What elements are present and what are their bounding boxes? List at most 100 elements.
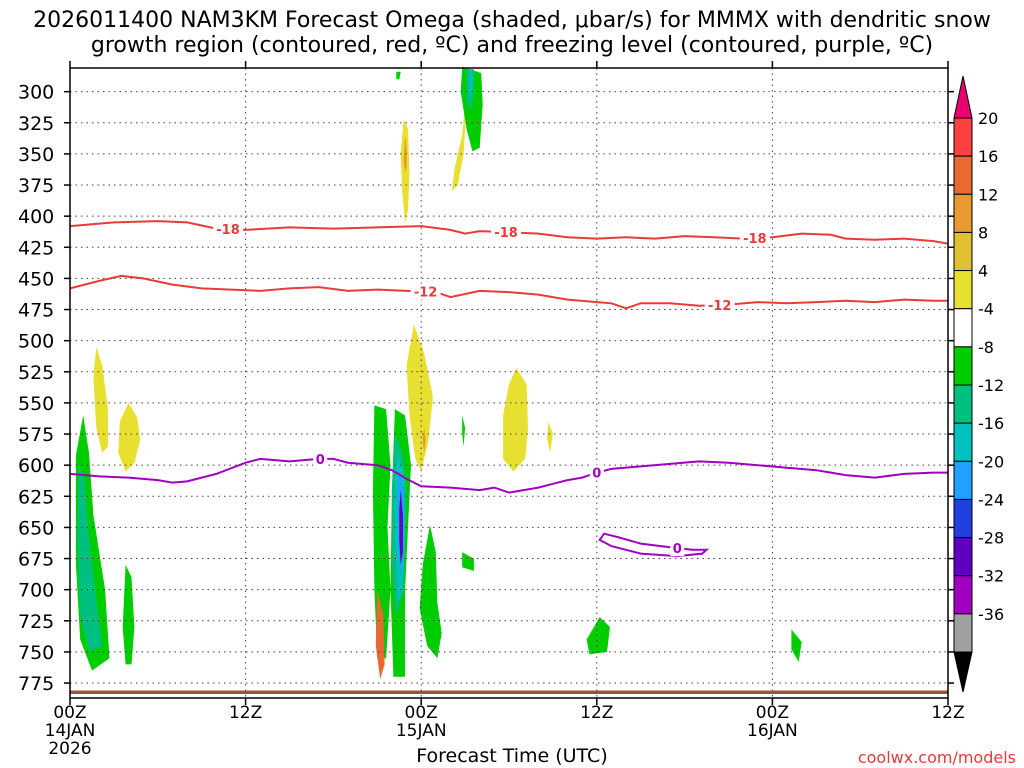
colorbar-box (953, 537, 973, 577)
colorbar-box (953, 575, 973, 615)
x-tick-year-label: 2026 (48, 739, 91, 759)
y-tick-label: 325 (18, 113, 54, 135)
omega-region-4 (406, 324, 433, 472)
colorbar-box (953, 308, 973, 348)
y-tick-label: 700 (18, 580, 54, 602)
plot-frame (69, 67, 949, 699)
credit-text: coolwx.com/models (857, 748, 1016, 767)
x-tick-label: 12Z (229, 703, 262, 723)
omega-region-17 (791, 629, 802, 662)
y-tick-label: 300 (18, 82, 54, 104)
y-tick-label: 650 (18, 517, 54, 539)
chart-subtitle: growth region (contoured, red, ºC) and f… (90, 33, 934, 58)
contour-label-bg (739, 230, 770, 247)
contour-2 (69, 457, 948, 494)
omega-region-1 (118, 402, 141, 472)
omega-region-3 (451, 104, 466, 192)
x-tick-date-label: 15JAN (396, 721, 447, 741)
omega-region-19 (396, 71, 401, 80)
colorbar-label: -4 (978, 300, 994, 319)
colorbar-box (953, 460, 973, 500)
y-tick-label: 500 (18, 331, 54, 353)
omega-region-8 (547, 421, 553, 453)
y-tick-label: 775 (18, 673, 54, 695)
contour-label-bg (410, 283, 441, 300)
y-tick-label: 750 (18, 642, 54, 664)
gridlines (70, 68, 948, 698)
colorbar-box (953, 193, 973, 233)
y-tick-label: 525 (18, 362, 54, 384)
x-tick-label: 00Z (756, 703, 789, 723)
colorbar-box (953, 384, 973, 424)
omega-region-15 (462, 552, 474, 571)
y-tick-label: 600 (18, 455, 54, 477)
colorbar-label: -12 (978, 376, 1004, 395)
y-tick-label: 475 (18, 300, 54, 322)
contour-label-bg (704, 296, 735, 313)
colorbar-top-arrow (953, 75, 973, 119)
omega-regions (75, 66, 802, 680)
x-tick-label: 00Z (53, 703, 86, 723)
contour-label-bg (213, 221, 244, 238)
omega-region-20 (77, 465, 103, 652)
colorbar-label: -36 (978, 605, 1004, 624)
contour-label: -12 (414, 286, 438, 301)
colorbar-label: 12 (978, 185, 998, 204)
colorbar-label: 8 (978, 223, 988, 242)
y-tick-label: 575 (18, 424, 54, 446)
contour-label: 0 (316, 453, 325, 468)
colorbar-label: -20 (978, 452, 1004, 471)
colorbar-box (953, 346, 973, 386)
y-tick-label: 625 (18, 486, 54, 508)
contour-label-bg (491, 224, 522, 241)
x-tick-label: 00Z (405, 703, 438, 723)
contour-label-bg (670, 540, 685, 557)
y-tick-label: 350 (18, 144, 54, 166)
colorbar-box (953, 498, 973, 539)
y-tick-label: 375 (18, 175, 54, 197)
y-tick-label: 400 (18, 206, 54, 228)
chart-title: 2026011400 NAM3KM Forecast Omega (shaded… (33, 8, 991, 33)
contour-label: 0 (592, 467, 601, 482)
omega-region-0 (93, 346, 108, 453)
y-tick-label: 675 (18, 549, 54, 571)
contour-label: 0 (673, 542, 682, 557)
colorbar-label: -16 (978, 414, 1004, 433)
y-axis: 300 325 350 375 400 425 450 475 500 525 550 575 600 6… (18, 82, 954, 695)
contour-label-bg (589, 464, 604, 481)
omega-region-5 (503, 368, 528, 472)
contour-label-bg (313, 450, 328, 467)
omega-region-6 (403, 135, 407, 173)
colorbar-label: -24 (978, 490, 1004, 509)
contour-label: -12 (708, 299, 732, 314)
colorbar-box (953, 613, 973, 653)
omega-region-16 (586, 617, 610, 655)
colorbar: 20 16 12 8 4 -4 -8 -12 -16 -20 -24 -28 -32 -36 (953, 75, 1004, 693)
contour-3 (598, 532, 710, 558)
y-tick-label: 550 (18, 393, 54, 415)
omega-region-27 (375, 589, 385, 680)
colorbar-label: 16 (978, 147, 998, 166)
colorbar-label: 4 (978, 262, 988, 281)
surface-band (70, 690, 948, 694)
colorbar-box (953, 117, 973, 157)
contours: -18 -18 -18 -12 -12 0 0 0 (69, 220, 949, 558)
x-tick-label: 12Z (580, 703, 613, 723)
colorbar-box (953, 155, 973, 195)
colorbar-label: -32 (978, 567, 1004, 586)
contour-1 (69, 274, 948, 310)
y-tick-label: 725 (18, 611, 54, 633)
x-tick-label: 12Z (931, 703, 964, 723)
omega-region-18 (462, 415, 466, 447)
x-tick-date-label: 14JAN (45, 721, 96, 741)
omega-region-10 (122, 564, 135, 665)
y-tick-label: 450 (18, 268, 54, 290)
omega-region-14 (460, 66, 483, 152)
x-axis-title: Forecast Time (UTC) (416, 745, 608, 767)
colorbar-label: -28 (978, 529, 1004, 548)
colorbar-bottom-arrow (953, 651, 973, 693)
omega-region-24 (469, 70, 473, 98)
omega-region-13 (419, 524, 442, 659)
